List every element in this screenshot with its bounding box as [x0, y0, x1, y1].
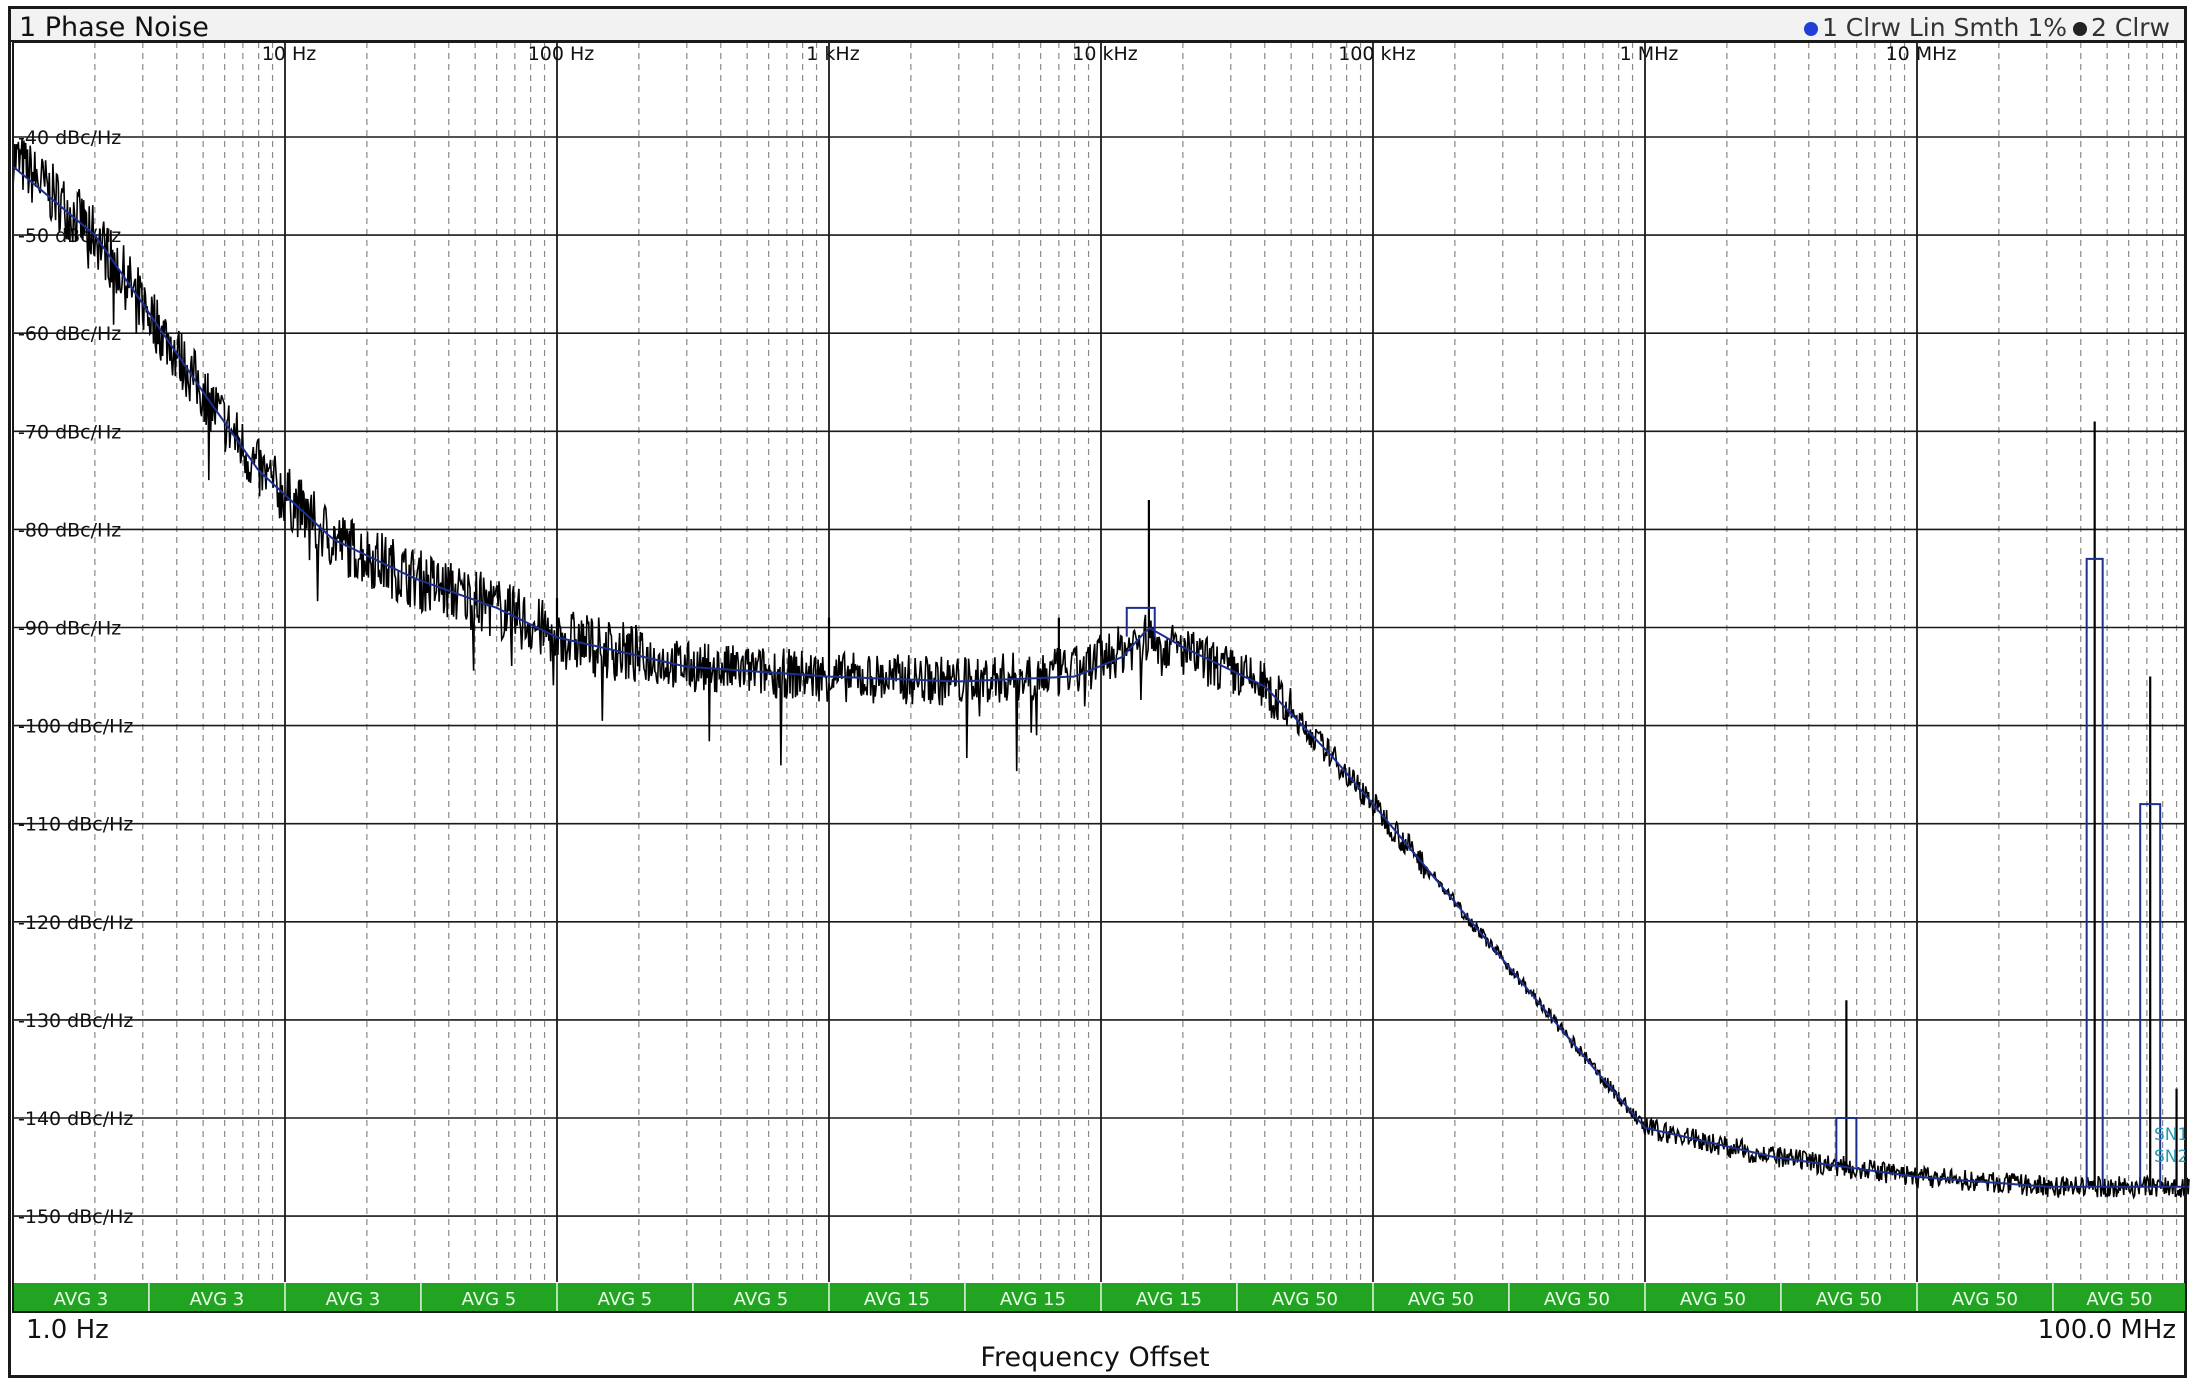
y-tick-label: -140 dBc/Hz	[18, 1108, 133, 1130]
x-tick-label: 10 kHz	[1072, 43, 1138, 65]
avg-label: AVG 50	[1816, 1289, 1882, 1310]
avg-status-bar	[13, 1283, 2186, 1313]
title-bar: 1 Phase Noise 1 Clrw Lin Smth 1% 2 Clrw	[8, 6, 2187, 43]
avg-label: AVG 15	[864, 1289, 930, 1310]
avg-label: AVG 15	[1136, 1289, 1202, 1310]
stop-frequency-label: 100.0 MHz	[2037, 1315, 2176, 1345]
trace-2-dot-icon	[2073, 22, 2088, 36]
avg-label: AVG 50	[1408, 1289, 1474, 1310]
y-tick-label: -130 dBc/Hz	[18, 1010, 133, 1032]
avg-label: AVG 5	[598, 1289, 653, 1310]
legend-label-trace-1: 1 Clrw Lin Smth 1%	[1821, 13, 2068, 42]
avg-label: AVG 50	[1272, 1289, 1338, 1310]
x-tick-label: 10 Hz	[262, 43, 317, 65]
marker-label-sn2: SN2	[2154, 1147, 2188, 1167]
trace-2-clrw-line	[12, 138, 2190, 1200]
avg-label: AVG 50	[1544, 1289, 1610, 1310]
x-axis-title: Frequency Offset	[980, 1342, 1210, 1373]
plot-border	[12, 41, 2187, 1313]
y-tick-label: -110 dBc/Hz	[18, 814, 133, 836]
smoothed-spur-box	[2085, 557, 2104, 1187]
smoothed-spur-box	[1125, 606, 1156, 637]
trace-1-dot-icon	[1803, 22, 1818, 36]
avg-label: AVG 5	[462, 1289, 517, 1310]
trace-1-smooth-line	[12, 165, 2189, 1188]
x-tick-label: 1 MHz	[1620, 43, 1679, 65]
avg-label: AVG 5	[734, 1289, 789, 1310]
x-tick-label: 100 kHz	[1338, 43, 1416, 65]
smoothed-spur-box	[2139, 803, 2162, 1187]
y-tick-label: -150 dBc/Hz	[18, 1206, 133, 1228]
window-title: 1 Phase Noise	[19, 12, 209, 43]
y-tick-label: -90 dBc/Hz	[18, 618, 121, 640]
x-tick-label: 10 MHz	[1886, 43, 1957, 65]
y-tick-label: -70 dBc/Hz	[18, 421, 121, 443]
avg-label: AVG 3	[54, 1289, 109, 1310]
avg-label: AVG 50	[2086, 1289, 2152, 1310]
y-tick-label: -60 dBc/Hz	[18, 323, 121, 345]
avg-label: AVG 3	[190, 1289, 245, 1310]
avg-label: AVG 50	[1952, 1289, 2018, 1310]
y-tick-label: -120 dBc/Hz	[18, 912, 133, 934]
x-tick-label: 1 kHz	[806, 43, 859, 65]
avg-label: AVG 15	[1000, 1289, 1066, 1310]
marker-label-sn1: SN1	[2154, 1125, 2188, 1145]
avg-label: AVG 50	[1680, 1289, 1746, 1310]
y-tick-label: -100 dBc/Hz	[18, 716, 133, 738]
y-tick-label: -40 dBc/Hz	[18, 127, 121, 149]
smoothed-spur-box	[1835, 1117, 1858, 1168]
legend-label-trace-2: 2 Clrw	[2091, 13, 2170, 42]
avg-label: AVG 3	[326, 1289, 381, 1310]
x-tick-label: 100 Hz	[528, 43, 595, 65]
y-tick-label: -80 dBc/Hz	[18, 519, 121, 541]
trace-legend: 1 Clrw Lin Smth 1% 2 Clrw	[1803, 13, 2170, 42]
start-frequency-label: 1.0 Hz	[26, 1315, 109, 1345]
legend-item-trace-2[interactable]: 2 Clrw	[2073, 13, 2170, 42]
legend-item-trace-1[interactable]: 1 Clrw Lin Smth 1%	[1803, 13, 2068, 42]
